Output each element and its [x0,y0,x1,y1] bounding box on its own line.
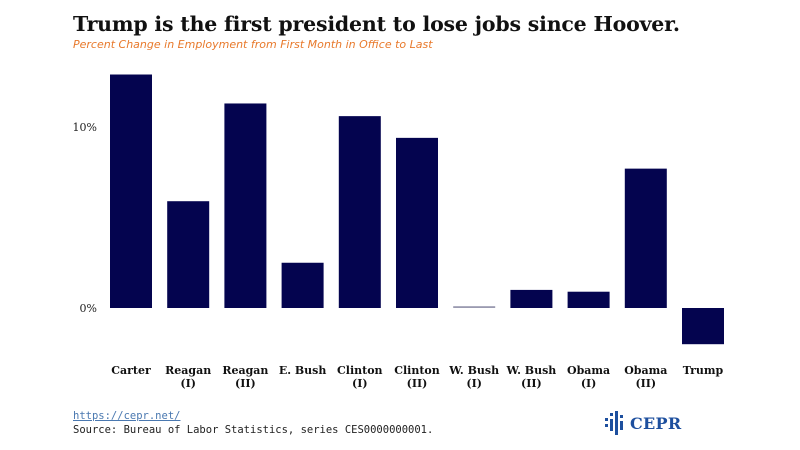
x-tick-label: (II) [407,377,428,390]
cepr-logo-icon [605,411,623,435]
chart-subtitle: Percent Change in Employment from First … [73,38,433,51]
x-tick-label: Clinton [337,364,383,377]
x-tick-label: (I) [466,377,482,390]
source-link[interactable]: https://cepr.net/ [73,410,181,422]
x-tick-label: (I) [180,377,196,390]
x-tick-label: Reagan [222,364,268,377]
x-tick-label: Obama [624,364,667,377]
bar [167,201,210,308]
y-tick-label: 0% [80,302,97,315]
chart-title: Trump is the first president to lose job… [73,12,680,36]
x-tick-label: W. Bush [506,364,557,377]
x-tick-label: W. Bush [448,364,499,377]
bar [510,289,553,308]
cepr-logo: CEPR [604,410,681,436]
source-note: Source: Bureau of Labor Statistics, seri… [73,424,434,436]
x-tick-label: (II) [521,377,542,390]
cepr-logo-text: CEPR [630,413,682,433]
x-tick-label: Clinton [394,364,440,377]
x-tick-label: Reagan [165,364,211,377]
bar [567,291,610,308]
bar [338,116,381,308]
x-tick-label: E. Bush [279,364,327,377]
x-tick-label: (I) [352,377,368,390]
x-tick-label: Trump [683,364,724,377]
bar [281,262,324,308]
x-tick-label: Obama [567,364,610,377]
x-tick-label: Carter [111,364,151,377]
bar [624,168,667,308]
bar [453,306,496,308]
bar [110,74,152,308]
bar [682,308,724,345]
x-tick-label: (II) [635,377,656,390]
x-tick-label: (II) [235,377,256,390]
bar [224,103,267,308]
x-tick-label: (I) [581,377,597,390]
bar [396,137,438,308]
y-tick-label: 10% [73,121,97,134]
